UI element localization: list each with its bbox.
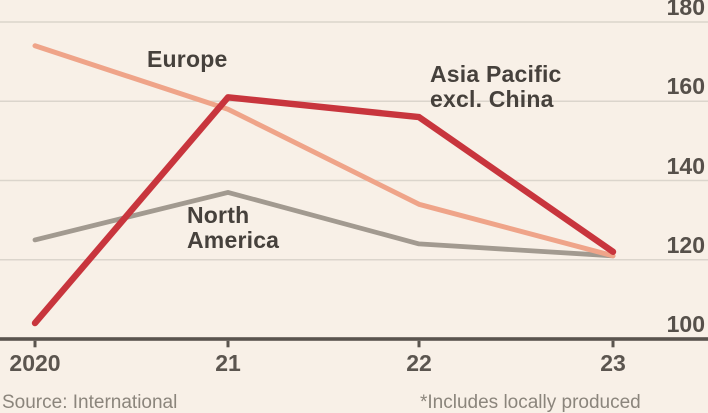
y-tick-label: 140 xyxy=(666,152,705,179)
x-axis-tick xyxy=(226,340,230,348)
series-label-asia-line1: Asia Pacific xyxy=(430,61,562,87)
series-label-asia-pacific-excl-china: Asia Pacific excl. China xyxy=(430,62,562,112)
series-label-europe: Europe xyxy=(147,46,228,72)
series-label-na-line2: America xyxy=(187,227,280,253)
series-line-asia-pacific-excl-china xyxy=(31,94,617,327)
x-axis-tick xyxy=(611,340,615,348)
y-tick-label: 100 xyxy=(666,311,705,337)
x-tick-label: 21 xyxy=(215,350,241,376)
x-tick-label: 23 xyxy=(600,350,626,376)
y-tick-label: 160 xyxy=(666,73,705,100)
x-tick-label: 2020 xyxy=(9,350,61,376)
footnote-text: *Includes locally produced xyxy=(420,392,641,413)
series-label-asia-line2: excl. China xyxy=(430,86,554,112)
x-axis-line xyxy=(0,337,708,341)
series-label-north-america: North America xyxy=(187,203,279,253)
x-axis-tick xyxy=(417,340,421,348)
series-label-na-line1: North xyxy=(187,202,250,228)
series-line-north-america xyxy=(32,189,616,259)
y-tick-label: 120 xyxy=(666,231,705,258)
x-axis-tick xyxy=(33,340,37,348)
source-text: Source: International xyxy=(2,392,178,413)
y-tick-label: 180 xyxy=(666,0,705,20)
series-line-europe xyxy=(32,43,616,259)
x-tick-label: 22 xyxy=(406,350,432,376)
